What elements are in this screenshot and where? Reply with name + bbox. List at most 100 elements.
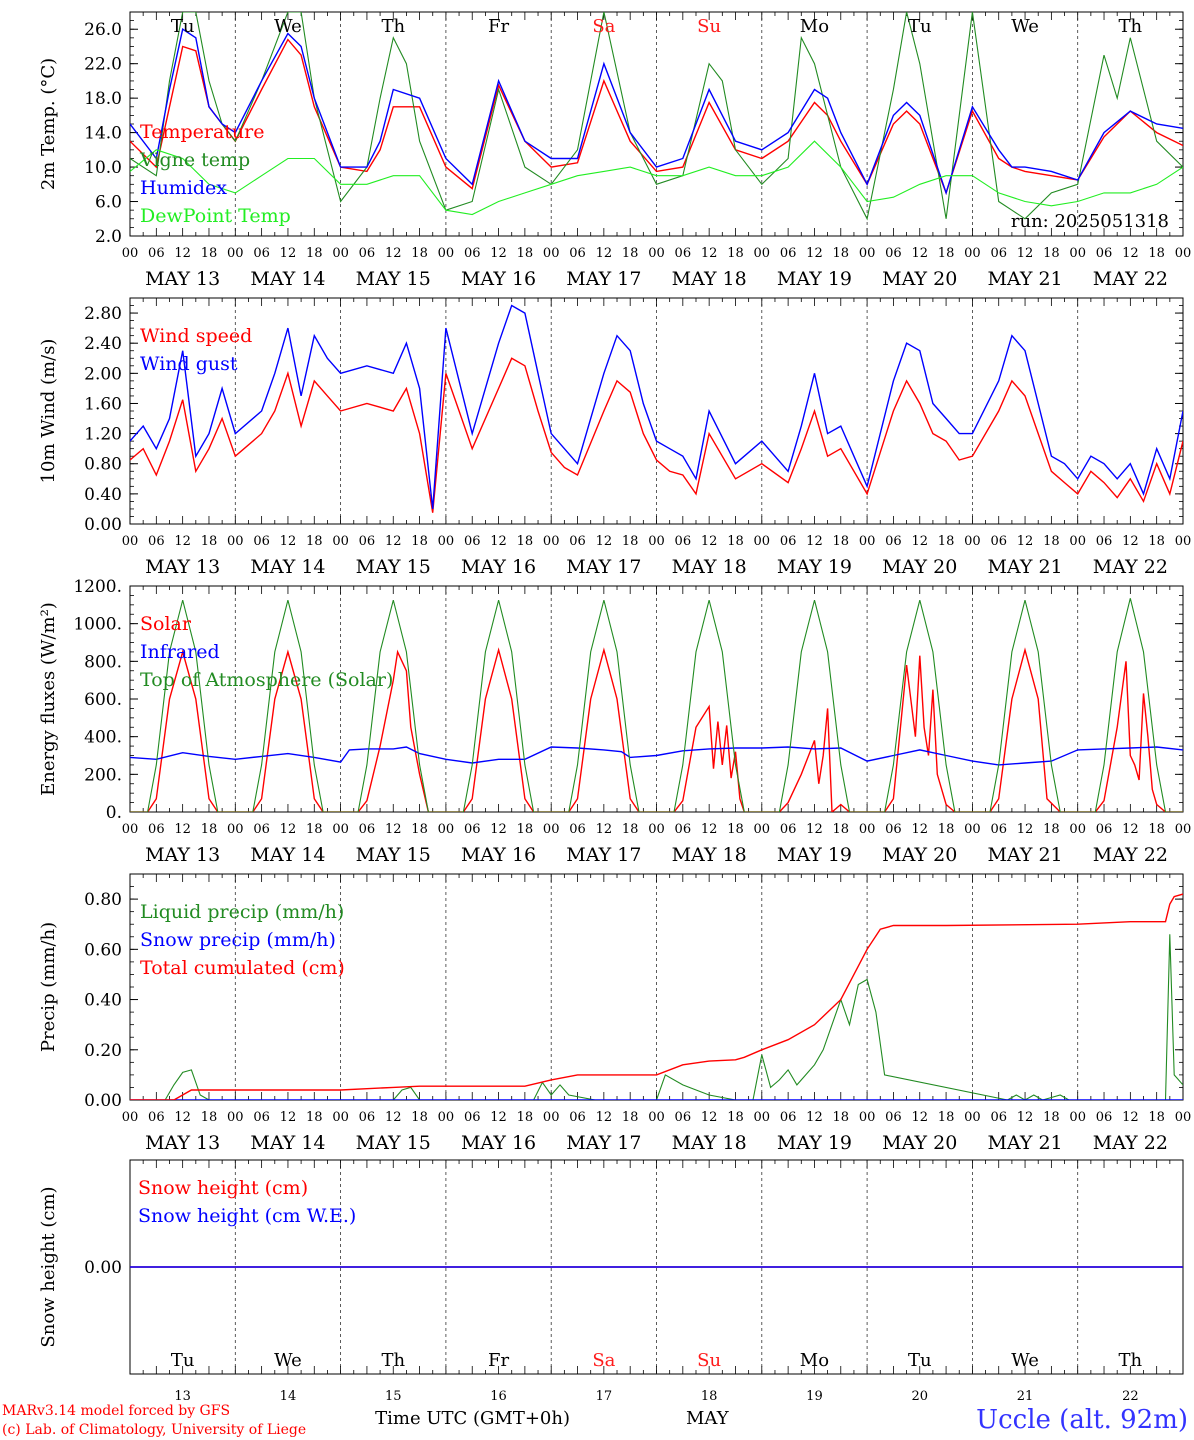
hour-tick-label: 18 bbox=[306, 1110, 323, 1125]
legend-entry: Total cumulated (cm) bbox=[140, 957, 345, 979]
y-tick-label: 2.40 bbox=[84, 334, 122, 354]
hour-tick-label: 06 bbox=[359, 246, 376, 261]
hour-tick-label: 18 bbox=[622, 822, 639, 837]
hour-tick-label: 18 bbox=[517, 822, 534, 837]
weekday-label: Su bbox=[697, 16, 721, 37]
hour-tick-label: 06 bbox=[675, 822, 692, 837]
hour-tick-label: 06 bbox=[148, 534, 165, 549]
y-tick-label: 2.0 bbox=[95, 227, 122, 247]
hour-tick-label: 00 bbox=[543, 822, 560, 837]
legend-entry: Snow precip (mm/h) bbox=[140, 929, 336, 951]
panel-1: 2.0 6.0 10.0 14.0 18.0 22.0 26.0 2m Temp. (°C) T… bbox=[38, 11, 1191, 290]
hour-tick-label: 06 bbox=[1096, 1110, 1113, 1125]
series-line-wind-gust bbox=[130, 304, 1183, 509]
hour-tick-label: 18 bbox=[517, 534, 534, 549]
hour-tick-label: 18 bbox=[833, 534, 850, 549]
hour-tick-label: 12 bbox=[806, 246, 823, 261]
hour-tick-label: 06 bbox=[253, 822, 270, 837]
y-tick-label: 26.0 bbox=[84, 20, 122, 40]
hour-tick-label: 00 bbox=[332, 1110, 349, 1125]
y-tick-label: 0.20 bbox=[84, 1041, 122, 1061]
panel-4: 0.00 0.20 0.40 0.60 0.80 Precip (mm/h) Liquid … bbox=[38, 873, 1191, 1154]
date-label: MAY 14 bbox=[250, 268, 325, 290]
x-axis-month: MAY bbox=[686, 1408, 730, 1429]
hour-tick-label: 12 bbox=[701, 822, 718, 837]
date-label: MAY 20 bbox=[882, 1132, 957, 1154]
hour-tick-label: 12 bbox=[280, 534, 297, 549]
hour-tick-label: 00 bbox=[859, 534, 876, 549]
y-tick-label: 2.00 bbox=[84, 364, 122, 384]
date-label: MAY 22 bbox=[1093, 844, 1168, 866]
hour-tick-label: 00 bbox=[438, 1110, 455, 1125]
hour-tick-label: 06 bbox=[569, 534, 586, 549]
y-tick-label: 0.00 bbox=[84, 1258, 122, 1278]
hour-tick-label: 06 bbox=[569, 246, 586, 261]
hour-tick-label: 18 bbox=[938, 822, 955, 837]
y-tick-label: 2.80 bbox=[84, 304, 122, 324]
series-lines bbox=[130, 304, 1183, 513]
hour-tick-label: 00 bbox=[227, 822, 244, 837]
hour-tick-label: 18 bbox=[411, 822, 428, 837]
hour-tick-label: 12 bbox=[280, 822, 297, 837]
day-number-label: 22 bbox=[1122, 1389, 1139, 1404]
hour-tick-label: 00 bbox=[227, 534, 244, 549]
hour-tick-label: 12 bbox=[490, 246, 507, 261]
hour-tick-label: 00 bbox=[122, 246, 139, 261]
hour-tick-label: 18 bbox=[938, 534, 955, 549]
hour-tick-label: 18 bbox=[1148, 534, 1165, 549]
hour-tick-label: 18 bbox=[727, 822, 744, 837]
date-label: MAY 21 bbox=[987, 268, 1062, 290]
hour-tick-label: 06 bbox=[675, 1110, 692, 1125]
series-lines bbox=[130, 598, 1183, 812]
hour-tick-label: 06 bbox=[148, 822, 165, 837]
hour-tick-label: 00 bbox=[1069, 246, 1086, 261]
legend-entry: Solar bbox=[140, 613, 192, 635]
day-number-label: 16 bbox=[490, 1389, 507, 1404]
hour-tick-label: 06 bbox=[780, 822, 797, 837]
weekday-label: We bbox=[1011, 1350, 1039, 1371]
hour-tick-label: 06 bbox=[359, 1110, 376, 1125]
weekday-label: Mo bbox=[800, 16, 829, 37]
weekday-label: Fr bbox=[488, 1350, 509, 1371]
hour-tick-label: 18 bbox=[1043, 822, 1060, 837]
model-credit-line-1: MARv3.14 model forced by GFS bbox=[2, 1403, 230, 1419]
hour-tick-label: 00 bbox=[648, 822, 665, 837]
date-label: MAY 13 bbox=[145, 1132, 220, 1154]
hour-tick-label: 12 bbox=[911, 534, 928, 549]
hour-tick-label: 00 bbox=[438, 534, 455, 549]
hour-tick-label: 18 bbox=[938, 1110, 955, 1125]
date-label: MAY 14 bbox=[250, 1132, 325, 1154]
hour-tick-label: 18 bbox=[622, 246, 639, 261]
hour-tick-label: 12 bbox=[385, 534, 402, 549]
date-label: MAY 14 bbox=[250, 844, 325, 866]
y-tick-label: 400. bbox=[84, 728, 122, 748]
chart-footer: MARv3.14 model forced by GFS (c) Lab. of… bbox=[2, 1403, 1188, 1438]
model-credit-line-2: (c) Lab. of Climatology, University of L… bbox=[2, 1422, 306, 1438]
hour-tick-label: 06 bbox=[253, 1110, 270, 1125]
hour-tick-label: 00 bbox=[754, 822, 771, 837]
date-label: MAY 16 bbox=[461, 1132, 536, 1154]
hour-tick-label: 00 bbox=[1069, 1110, 1086, 1125]
hour-tick-label: 06 bbox=[675, 246, 692, 261]
hour-tick-label: 18 bbox=[938, 246, 955, 261]
hour-tick-label: 12 bbox=[280, 1110, 297, 1125]
hour-tick-label: 06 bbox=[359, 822, 376, 837]
hour-tick-label: 12 bbox=[701, 246, 718, 261]
hour-tick-label: 18 bbox=[727, 1110, 744, 1125]
weekday-label: Sa bbox=[592, 1350, 615, 1371]
hour-tick-label: 06 bbox=[569, 822, 586, 837]
hour-tick-label: 12 bbox=[174, 822, 191, 837]
hour-tick-label: 12 bbox=[911, 246, 928, 261]
hour-tick-label: 00 bbox=[438, 822, 455, 837]
hour-tick-label: 00 bbox=[1069, 534, 1086, 549]
date-label: MAY 22 bbox=[1093, 1132, 1168, 1154]
date-label: MAY 21 bbox=[987, 556, 1062, 578]
date-label: MAY 18 bbox=[672, 556, 747, 578]
hour-tick-label: 18 bbox=[1148, 1110, 1165, 1125]
hour-tick-label: 18 bbox=[201, 822, 218, 837]
y-tick-label: 600. bbox=[84, 690, 122, 710]
weekday-label: Th bbox=[1119, 1350, 1143, 1371]
series-line-top-of-atmosphere-solar- bbox=[130, 598, 1183, 812]
hour-tick-label: 12 bbox=[806, 822, 823, 837]
hour-tick-label: 06 bbox=[569, 1110, 586, 1125]
